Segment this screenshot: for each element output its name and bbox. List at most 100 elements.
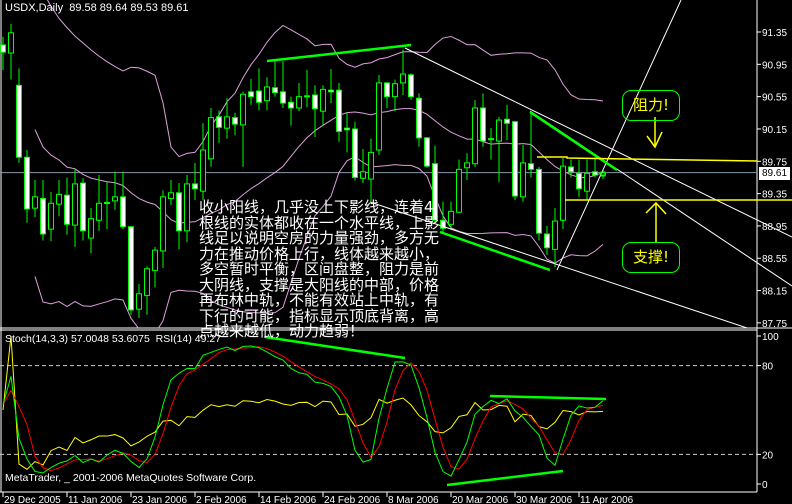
candle-body: [96, 202, 102, 221]
candle: [320, 85, 326, 126]
candle-body: [8, 32, 14, 54]
candle-body: [64, 194, 70, 225]
candle-body: [104, 201, 110, 204]
candle-body: [16, 84, 22, 158]
candle-body: [248, 91, 254, 98]
y-tick-label: 87.75: [762, 319, 787, 330]
resistance-level: [537, 156, 758, 162]
stoch-label: Stoch(14,3,3): [5, 333, 69, 345]
candle: [136, 284, 142, 319]
last-price-label: 89.61: [759, 167, 790, 180]
candle-body: [40, 197, 46, 235]
candle: [448, 201, 454, 230]
candle-body: [584, 172, 590, 192]
x-tick-label: 11 Jan 2006: [68, 495, 123, 504]
indicator-tick-label: 20: [762, 450, 774, 461]
candle-body: [504, 118, 510, 124]
candle: [304, 69, 310, 108]
candle: [56, 179, 62, 217]
candle: [584, 159, 590, 201]
candle: [544, 225, 550, 256]
candle-body: [496, 119, 502, 142]
candle-body: [488, 138, 494, 141]
candle: [400, 49, 406, 96]
candle: [200, 123, 206, 201]
indicator-divergence-line: [446, 469, 564, 487]
candle: [456, 159, 462, 213]
candle: [192, 162, 198, 201]
candle-body: [480, 107, 486, 142]
candle-body: [88, 218, 94, 239]
y-tick-label: 88.55: [762, 254, 787, 265]
candle: [272, 60, 278, 97]
bollinger-upper: [46, 0, 604, 158]
candle-body: [48, 202, 54, 230]
candle: [560, 158, 566, 230]
rsi-line: [2, 335, 604, 470]
candle: [280, 61, 286, 108]
stoch-main-value: 57.0048: [70, 333, 109, 345]
down-arrow-head-icon: [646, 131, 663, 149]
divergence-line: [439, 230, 551, 272]
high-value: 89.64: [99, 2, 128, 14]
candle: [376, 74, 382, 155]
candle-body: [368, 151, 374, 180]
price-plot: [0, 0, 757, 328]
candle-body: [568, 166, 574, 173]
candle-body: [80, 182, 86, 232]
candle: [72, 169, 78, 247]
candle: [96, 175, 102, 231]
candle-body: [592, 171, 598, 176]
candle: [408, 73, 414, 100]
candle: [312, 85, 318, 138]
candle-body: [280, 91, 286, 104]
candle-body: [392, 83, 398, 98]
candle-body: [216, 116, 222, 128]
candle: [512, 120, 518, 201]
candle-body: [320, 88, 326, 112]
candle-body: [168, 192, 174, 199]
y-tick-label: 88.15: [762, 287, 787, 298]
candle: [216, 110, 222, 143]
candle: [80, 178, 86, 241]
x-tick-label: 20 Mar 2006: [452, 495, 509, 504]
candle: [576, 159, 582, 197]
x-tick-label: 24 Feb 2006: [324, 495, 381, 504]
candle-body: [184, 183, 190, 232]
candle: [256, 68, 262, 111]
y-tick-label: 90.15: [762, 125, 787, 136]
candle-body: [32, 196, 38, 209]
support-label: 支撑!: [622, 242, 680, 273]
candle-body: [0, 44, 6, 53]
stoch-main-line: [2, 345, 604, 477]
candle-body: [136, 293, 142, 310]
stoch-signal-line: [2, 346, 604, 472]
divergence-line: [529, 110, 618, 172]
low-value: 89.53: [130, 2, 158, 14]
indicator-divergence-line: [489, 394, 607, 401]
candle: [568, 159, 574, 178]
candle: [416, 93, 422, 147]
copyright-footer: MetaTrader, _ 2001-2006 MetaQuotes Softw…: [5, 472, 257, 484]
candle: [264, 77, 270, 111]
y-tick-label: 89.35: [762, 190, 787, 201]
candle: [16, 68, 22, 163]
bollinger-middle: [34, 108, 604, 224]
candle: [504, 104, 510, 141]
trend-line: [556, 0, 682, 271]
candle-body: [576, 172, 582, 190]
analysis-note: 收小阳线，几乎没上下影线，连着4根线的实体都收在一个水平线，上影线足以说明空房的…: [199, 198, 440, 340]
candle: [424, 137, 430, 168]
candle: [288, 96, 294, 126]
candle-body: [344, 127, 350, 131]
candle-body: [232, 117, 238, 125]
y-tick-label: 90.95: [762, 60, 787, 71]
candle-body: [440, 219, 446, 229]
candle: [592, 157, 598, 178]
candle-body: [24, 156, 30, 210]
candle-body: [376, 82, 382, 151]
candle-body: [304, 95, 310, 98]
candle: [152, 246, 158, 288]
